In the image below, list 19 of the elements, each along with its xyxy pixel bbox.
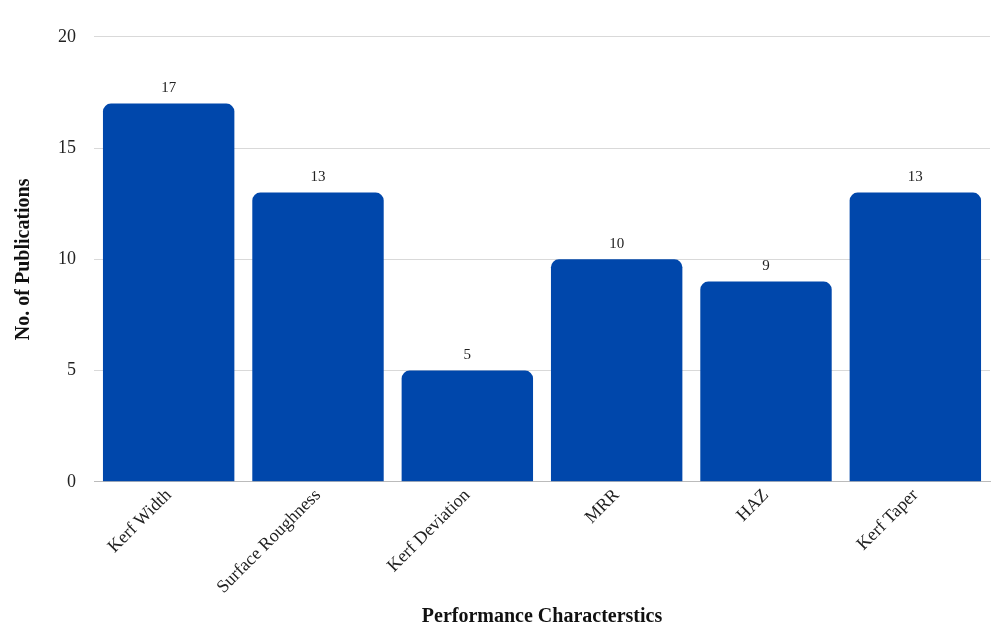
data-label: 5 <box>463 346 472 362</box>
y-axis-title: No. of Publications <box>11 178 34 341</box>
y-tick-label: 0 <box>67 470 76 491</box>
bar <box>401 370 534 482</box>
data-label: 17 <box>161 78 177 95</box>
data-label: 10 <box>609 234 625 251</box>
bar <box>700 281 832 482</box>
y-tick-label: 5 <box>67 359 76 380</box>
data-label: 13 <box>310 167 326 184</box>
y-tick-label: 10 <box>58 248 76 269</box>
x-axis-title: Performance Characterstics <box>421 604 663 627</box>
data-label: 9 <box>762 256 770 273</box>
bar <box>252 192 384 482</box>
bar <box>849 192 982 482</box>
bar <box>102 103 235 482</box>
data-label: 13 <box>907 167 923 184</box>
y-tick-label: 20 <box>58 25 76 46</box>
y-tick-label: 15 <box>58 136 76 157</box>
bar <box>550 259 683 482</box>
